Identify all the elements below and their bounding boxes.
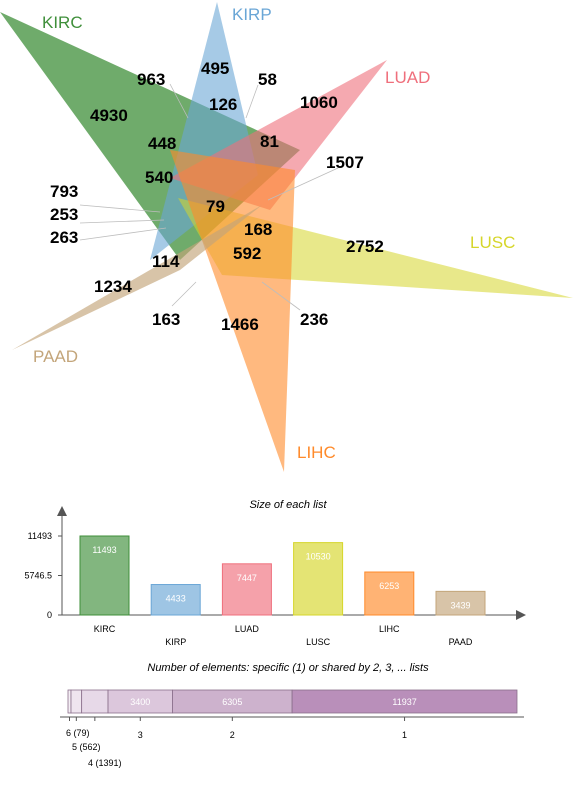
venn-set-labels: KIRC KIRP LUAD LUSC LIHC PAAD — [33, 5, 515, 462]
bar-value-label: 3439 — [450, 600, 470, 610]
bar — [364, 571, 415, 616]
shared-count-label: 5 (562) — [72, 742, 101, 752]
venn-count: 168 — [244, 220, 272, 239]
bar-value-label: 6253 — [379, 581, 399, 591]
venn-count: 263 — [50, 228, 78, 247]
venn-count: 114 — [152, 252, 180, 271]
venn-count: 4930 — [90, 106, 128, 125]
venn-label-kirp: KIRP — [232, 5, 272, 24]
venn-count: 495 — [201, 59, 229, 78]
shared-count-label: 1 — [402, 730, 407, 740]
bar-value-label: 7447 — [237, 573, 257, 583]
x-category-label: LUSC — [306, 637, 331, 647]
venn-shape-lihc — [170, 150, 295, 472]
venn-count: 2752 — [346, 237, 384, 256]
venn-label-kirc: KIRC — [42, 13, 83, 32]
venn-count: 163 — [152, 310, 180, 329]
x-category-label: LIHC — [379, 624, 400, 634]
shared-count-label: 2 — [230, 730, 235, 740]
venn-label-lihc: LIHC — [297, 443, 336, 462]
shared-segment-value: 6305 — [222, 697, 242, 707]
venn-label-paad: PAAD — [33, 347, 78, 366]
venn-shapes — [0, 2, 573, 472]
venn-count: 79 — [206, 197, 225, 216]
shared-count-chart: Number of elements: specific (1) or shar… — [60, 662, 524, 768]
shared-segment — [81, 689, 109, 714]
bar — [150, 584, 201, 616]
shared-count-label: 3 — [138, 730, 143, 740]
bar-value-label: 4433 — [166, 594, 186, 604]
shared-segment — [67, 689, 72, 714]
venn-count: 1234 — [94, 277, 132, 296]
y-tick-label: 11493 — [28, 531, 52, 541]
chart-title: Size of each list — [249, 499, 327, 511]
venn-shape-paad — [12, 205, 262, 350]
shared-segment-value: 11937 — [392, 697, 416, 707]
venn-label-lusc: LUSC — [470, 233, 515, 252]
bar — [221, 563, 272, 616]
y-tick-group: 11493 5746.5 0 — [24, 531, 62, 620]
shared-count-label: 4 (1391) — [88, 758, 122, 768]
venn-count: 793 — [50, 182, 78, 201]
bar — [293, 542, 344, 616]
shared-chart-title: Number of elements: specific (1) or shar… — [147, 662, 429, 674]
venn-count: 1466 — [221, 315, 259, 334]
x-category-label: LUAD — [235, 624, 260, 634]
shared-segment — [70, 689, 83, 714]
y-axis-arrow — [57, 506, 67, 516]
x-category-label: KIRP — [165, 637, 186, 647]
venn-count: 1060 — [300, 93, 338, 112]
x-axis-arrow — [516, 610, 526, 620]
venn-count: 963 — [137, 70, 165, 89]
shared-count-label: 6 (79) — [66, 728, 90, 738]
venn-diagram: KIRC KIRP LUAD LUSC LIHC PAAD 4930 963 4… — [0, 2, 573, 472]
bar-value-label: 10530 — [306, 552, 331, 562]
venn-leader-lines — [79, 83, 339, 311]
bar-value-label: 11493 — [92, 545, 116, 555]
shared-segment-group: 6 (79) 5 (562) 4 (1391) 3400 3 6305 2 11937 1 — [66, 689, 518, 768]
shared-segment — [291, 689, 518, 714]
bar — [435, 590, 486, 616]
venn-count: 126 — [209, 95, 237, 114]
y-tick-label: 5746.5 — [24, 571, 52, 581]
venn-region-counts: 4930 963 495 58 1060 126 448 81 1507 540… — [50, 59, 384, 334]
y-tick-label: 0 — [47, 610, 52, 620]
list-size-chart: Size of each list 11493 5746.5 0 11493 KIRC… — [24, 499, 526, 647]
venn-count: 236 — [300, 310, 328, 329]
venn-label-luad: LUAD — [385, 68, 430, 87]
bar — [79, 535, 130, 616]
venn-count: 253 — [50, 205, 78, 224]
venn-count: 58 — [258, 70, 277, 89]
venn-count: 1507 — [326, 153, 364, 172]
venn-count: 448 — [148, 134, 176, 153]
x-category-label: KIRC — [94, 624, 116, 634]
bar-group: 11493 KIRC 4433 KIRP 7447 LUAD 10530 LUSC 6253 LI… — [79, 535, 486, 647]
x-category-label: PAAD — [449, 637, 473, 647]
shared-segment-value: 3400 — [130, 697, 150, 707]
venn-count: 81 — [260, 132, 279, 151]
venn-count: 592 — [233, 244, 261, 263]
venn-count: 540 — [145, 168, 173, 187]
